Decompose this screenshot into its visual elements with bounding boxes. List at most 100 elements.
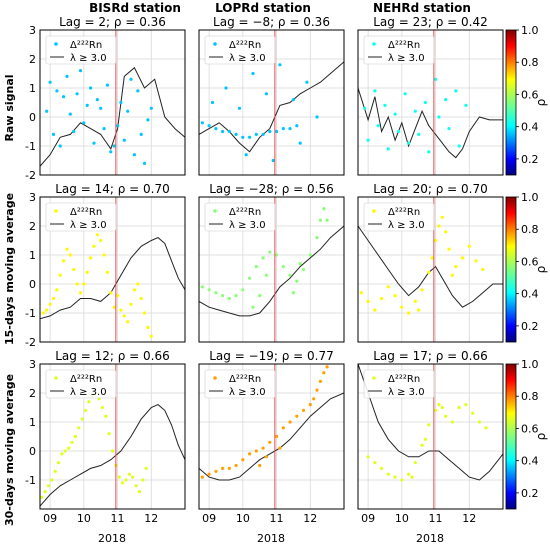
data-point: [359, 291, 363, 295]
data-point: [119, 100, 123, 105]
data-point: [122, 138, 126, 142]
data-point: [146, 325, 150, 330]
legend-label-series: Δ²²²Rn: [70, 40, 102, 51]
data-point: [413, 461, 417, 465]
data-point: [430, 256, 434, 260]
data-point: [139, 296, 143, 301]
data-point: [121, 481, 125, 485]
data-point: [72, 129, 76, 134]
data-point: [380, 466, 384, 470]
data-point: [136, 282, 140, 286]
data-point: [100, 405, 104, 410]
data-point: [141, 478, 145, 482]
x-tick-label: 12: [303, 512, 317, 525]
x-tick-label: 11: [429, 512, 443, 525]
data-point: [99, 106, 103, 110]
data-point: [261, 446, 265, 450]
data-point: [325, 218, 329, 222]
colorbar-gradient: [506, 30, 516, 175]
data-point: [89, 256, 93, 260]
data-point: [207, 124, 211, 128]
plot-area: [358, 364, 503, 509]
data-point: [366, 138, 370, 142]
station-title-nehrd: NEHRd station: [373, 1, 471, 15]
data-point: [423, 100, 427, 105]
station-title-loprd: LOPRd station: [215, 1, 311, 15]
data-point: [264, 92, 268, 96]
data-point: [440, 215, 444, 219]
y-tick-label: -1: [25, 474, 36, 487]
data-point: [112, 305, 116, 309]
data-point: [214, 127, 218, 131]
data-point: [75, 92, 79, 96]
data-point: [417, 132, 421, 136]
data-point: [56, 461, 61, 465]
data-point: [400, 305, 404, 309]
data-point: [322, 207, 326, 211]
data-point: [65, 74, 69, 78]
legend: Δ²²²Rn λ ≥ 3.0: [204, 35, 276, 65]
data-point: [244, 153, 248, 157]
year-label-col1: 2018: [98, 532, 126, 545]
plot-area: [40, 30, 185, 175]
data-point: [373, 308, 377, 312]
colorbar-tick-label: 0.2: [521, 487, 539, 500]
data-point: [447, 247, 451, 251]
y-tick-label: -1: [25, 140, 36, 153]
data-point: [427, 270, 431, 274]
colorbar-gradient: [506, 364, 516, 509]
data-point: [234, 132, 238, 136]
legend-marker: [54, 376, 58, 380]
data-point: [116, 294, 120, 298]
data-point: [134, 484, 138, 488]
legend-label-line: λ ≥ 3.0: [229, 220, 266, 231]
data-point: [301, 408, 306, 412]
data-point: [127, 472, 131, 476]
row-labels: Raw signal 15-days moving average 30-day…: [3, 74, 16, 526]
data-point: [50, 478, 54, 482]
panel-frame: [39, 29, 186, 176]
data-point: [51, 132, 56, 136]
data-point: [41, 311, 46, 315]
data-point: [149, 106, 153, 110]
data-point: [423, 437, 427, 441]
data-point: [73, 434, 77, 439]
data-point: [413, 299, 417, 303]
colorbar-frame: [505, 29, 517, 176]
data-point: [427, 423, 431, 427]
data-point: [454, 89, 458, 93]
data-point: [241, 288, 245, 292]
panel-title: Lag = 23; ρ = 0.42: [373, 15, 488, 29]
legend: Δ²²²Rn λ ≥ 3.0: [363, 202, 435, 232]
x-tick-label: 11: [111, 512, 125, 525]
legend-label-series: Δ²²²Rn: [229, 207, 261, 218]
data-point: [63, 449, 67, 453]
data-point: [107, 432, 111, 436]
data-point: [271, 158, 275, 163]
year-labels: 2018 2018 2018: [98, 532, 444, 545]
data-point: [58, 273, 62, 277]
panel-0-1: Lag = −8; ρ = 0.36 Δ²²²Rn λ ≥ 3.0: [198, 15, 345, 176]
data-point: [288, 273, 292, 277]
data-point: [119, 308, 123, 312]
data-point: [82, 121, 86, 125]
data-point: [200, 475, 204, 479]
data-point: [464, 103, 468, 107]
data-point: [68, 112, 72, 116]
data-point: [102, 127, 106, 131]
data-point: [281, 127, 285, 131]
data-point: [305, 80, 309, 84]
data-point: [65, 247, 69, 251]
data-point: [474, 259, 478, 263]
data-point: [444, 230, 448, 234]
colorbar-row-1: 0.2 0.4 0.6 0.8 1.0 ρ: [505, 191, 548, 343]
data-point: [116, 124, 120, 128]
y-tick-label: 3: [29, 358, 36, 371]
data-point: [457, 144, 461, 148]
data-point: [396, 129, 401, 134]
x-tick-label: 12: [462, 512, 476, 525]
y-tick-label: 0: [29, 278, 36, 291]
data-point: [248, 276, 252, 280]
